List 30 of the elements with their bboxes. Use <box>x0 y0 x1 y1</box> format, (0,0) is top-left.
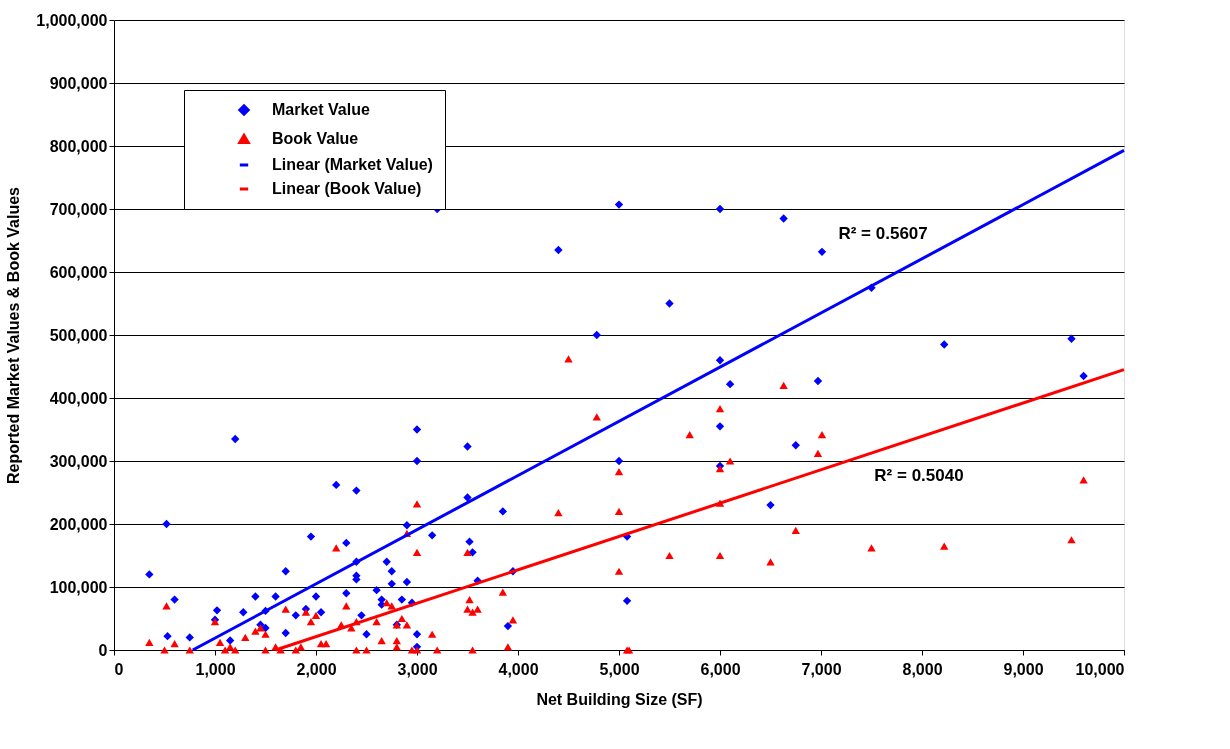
y-tick-label: 700,000 <box>49 200 108 218</box>
y-tick-label: 0 <box>98 641 108 659</box>
y-tick-label: 400,000 <box>49 389 108 407</box>
x-tick-label: 5,000 <box>599 660 640 678</box>
y-tick-label: 900,000 <box>49 74 108 92</box>
x-tick-label: 8,000 <box>902 660 943 678</box>
y-tick-label: 500,000 <box>49 326 108 344</box>
x-tick-label: 6,000 <box>700 660 741 678</box>
y-tick-label: 1,000,000 <box>36 11 108 29</box>
x-tick-label: 4,000 <box>498 660 539 678</box>
legend-label: Linear (Market Value) <box>272 156 433 173</box>
legend-label: Book Value <box>272 130 359 147</box>
y-tick-label: 300,000 <box>49 452 108 470</box>
x-tick-label: 1,000 <box>195 660 236 678</box>
x-tick-label: 2,000 <box>296 660 337 678</box>
x-tick-label: 7,000 <box>801 660 842 678</box>
annotation: R² = 0.5040 <box>874 465 964 485</box>
annotation: R² = 0.5607 <box>838 224 928 244</box>
legend-label: Market Value <box>272 101 370 118</box>
y-tick-label: 600,000 <box>49 263 108 281</box>
y-axis-title: Reported Market Values & Book Values <box>5 186 23 484</box>
legend-label: Linear (Book Value) <box>272 180 422 197</box>
x-tick-label: 3,000 <box>397 660 438 678</box>
y-tick-label: 800,000 <box>49 137 108 155</box>
x-tick-label: 9,000 <box>1003 660 1044 678</box>
y-tick-label: 100,000 <box>49 578 108 596</box>
x-tick-label: 0 <box>114 660 124 678</box>
y-tick-label: 200,000 <box>49 515 108 533</box>
x-tick-label: 10,000 <box>1075 660 1125 678</box>
x-axis-title: Net Building Size (SF) <box>536 690 703 708</box>
